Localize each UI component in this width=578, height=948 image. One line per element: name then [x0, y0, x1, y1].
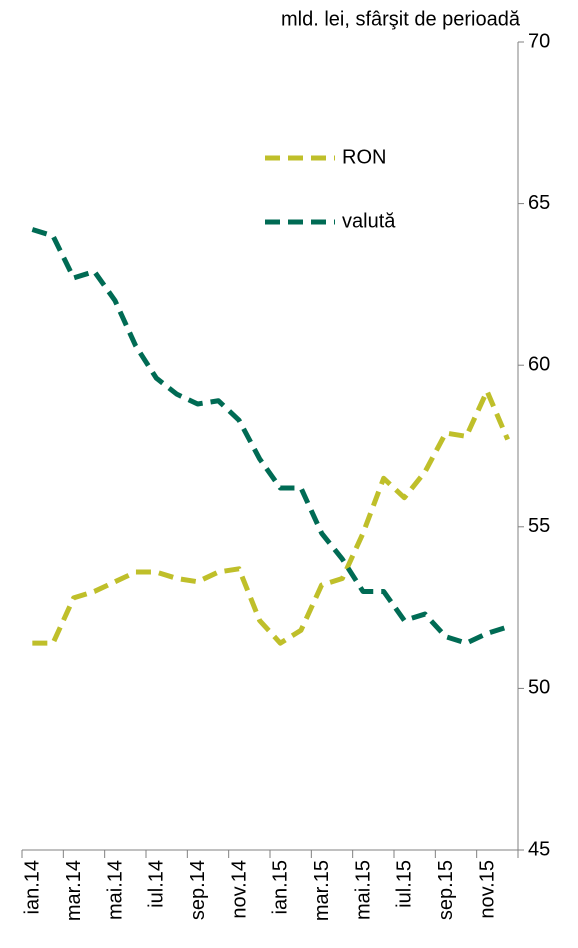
x-tick-label: iul.15 [394, 860, 416, 908]
y-tick-label: 60 [528, 353, 550, 375]
legend-label: valută [342, 210, 396, 232]
x-tick-label: mar.14 [63, 860, 85, 921]
x-tick-label: ian.15 [270, 860, 292, 915]
x-tick-label: iul.14 [146, 860, 168, 908]
y-tick-label: 70 [528, 30, 550, 52]
x-tick-label: nov.14 [228, 860, 250, 919]
x-tick-label: sep.15 [435, 860, 457, 920]
x-tick-label: mai.14 [104, 860, 126, 920]
y-tick-label: 50 [528, 677, 550, 699]
y-tick-label: 65 [528, 192, 550, 214]
legend-label: RON [342, 146, 386, 168]
y-axis-label: mld. lei, sfârşit de perioadă [281, 8, 521, 30]
line-series [31, 227, 509, 646]
y-tick-label: 45 [528, 838, 550, 860]
x-tick-label: ian.14 [22, 860, 44, 915]
x-tick-label: sep.14 [187, 860, 209, 920]
y-tick-label: 55 [528, 515, 550, 537]
x-tick-label: mar.15 [311, 860, 333, 921]
line-series [32, 388, 510, 646]
x-tick-label: mai.15 [352, 860, 374, 920]
x-tick-label: nov.15 [476, 860, 498, 919]
